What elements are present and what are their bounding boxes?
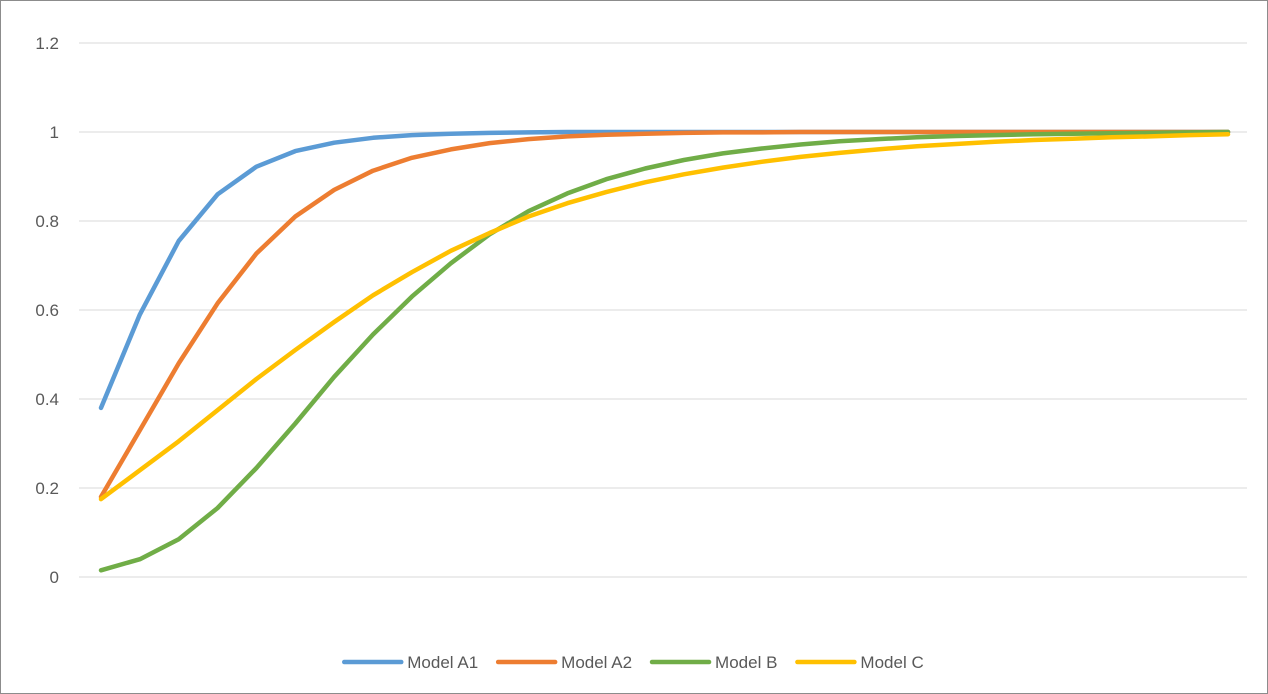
y-tick-label: 0.4 <box>35 390 59 409</box>
series-line-model-a2 <box>98 129 1231 500</box>
y-tick-label: 0 <box>50 568 59 587</box>
series-lines <box>98 129 1231 573</box>
legend-label-model-a2: Model A2 <box>561 653 632 672</box>
y-tick-label: 0.6 <box>35 301 59 320</box>
y-axis-tick-labels: 0 0.2 0.4 0.6 0.8 1 1.2 <box>35 34 59 587</box>
y-tick-label: 1 <box>50 123 59 142</box>
y-tick-label: 0.2 <box>35 479 59 498</box>
y-tick-label: 0.8 <box>35 212 59 231</box>
series-line-model-b <box>98 129 1231 573</box>
legend-label-model-a1: Model A1 <box>407 653 478 672</box>
legend-label-model-c: Model C <box>860 653 923 672</box>
y-tick-label: 1.2 <box>35 34 59 53</box>
series-line-model-c <box>98 131 1231 502</box>
legend-label-model-b: Model B <box>715 653 777 672</box>
gridlines <box>79 42 1247 578</box>
legend: Model A1 Model A2 Model B Model C <box>342 653 924 672</box>
